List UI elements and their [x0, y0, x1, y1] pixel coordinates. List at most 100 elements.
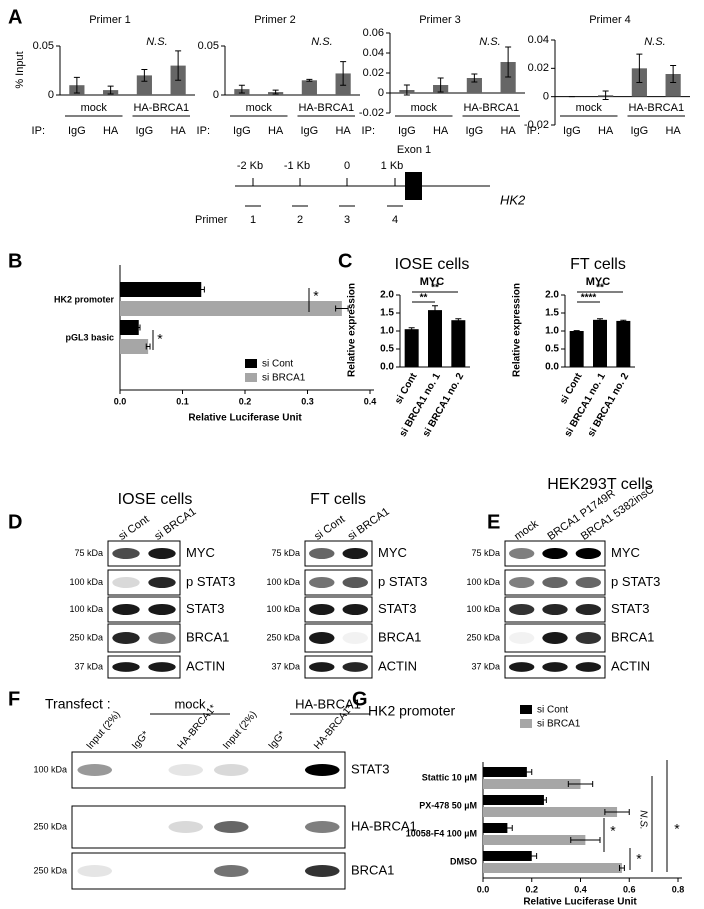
blot-band: [168, 764, 204, 776]
x-tick-label: HA: [335, 125, 351, 137]
protein-label: ACTIN: [378, 658, 417, 673]
bar: [483, 779, 581, 789]
marker-label: 250 kDa: [33, 821, 67, 831]
legend-swatch: [520, 719, 532, 728]
error-bar: [432, 305, 438, 315]
annotation: *: [157, 331, 163, 347]
bar: [483, 795, 544, 805]
chart-title: Primer 2: [254, 14, 296, 26]
y-tick-label: PX-478 50 µM: [419, 800, 477, 810]
blot-title: FT cells: [310, 491, 366, 508]
blot-band: [575, 604, 601, 615]
x-tick-label: HA: [433, 125, 449, 137]
error-bar: [238, 84, 245, 94]
blot-band: [542, 604, 568, 615]
group-label: HA-BRCA1: [298, 102, 354, 114]
blot-band: [342, 548, 368, 559]
blot-band: [309, 632, 335, 644]
y-tick-label: -0.02: [524, 119, 549, 131]
group-label: mock: [576, 102, 603, 114]
annotation: ****: [581, 293, 597, 304]
error-bar: [521, 769, 533, 775]
marker-label: 100 kDa: [69, 577, 103, 587]
bar: [483, 767, 527, 777]
y-tick-label: 0: [543, 91, 549, 103]
exon-label: Exon 1: [397, 144, 431, 156]
blot-band: [112, 577, 140, 588]
x-tick-label: IgG: [136, 125, 154, 137]
x-prefix: IP:: [527, 125, 540, 137]
blot-band: [309, 577, 335, 588]
x-tick-label: HA: [170, 125, 186, 137]
blot-band: [112, 662, 140, 672]
error-bar: [408, 327, 415, 332]
blot-panel: [304, 623, 373, 653]
bar: [466, 78, 482, 93]
y-tick-label: 0: [48, 89, 54, 101]
blot-band: [509, 604, 535, 615]
marker-label: 100 kDa: [266, 604, 300, 614]
marker-label: 75 kDa: [271, 548, 300, 558]
bar: [569, 331, 584, 367]
group-label: HA-BRCA1: [133, 102, 189, 114]
protein-label: STAT3: [611, 601, 650, 616]
protein-label: BRCA1: [186, 629, 229, 644]
error-bar: [471, 73, 478, 83]
error-bar: [502, 825, 513, 831]
x-tick-label: IgG: [398, 125, 416, 137]
x-tick-label: 0.4: [574, 884, 587, 894]
y-tick-label: 0.0: [545, 362, 559, 373]
annotation: *: [313, 288, 319, 304]
bar: [483, 835, 586, 845]
lane-label: IgG*: [130, 729, 151, 751]
protein-label: p STAT3: [611, 574, 660, 589]
lane-label: mock: [512, 518, 541, 543]
error-bar: [541, 797, 547, 803]
blot-band: [575, 632, 601, 644]
legend-label: si Cont: [537, 705, 568, 716]
error-bar: [175, 50, 182, 81]
lane-label: Input (2%): [221, 709, 259, 751]
legend-swatch: [245, 373, 257, 382]
annotation: *: [636, 851, 642, 867]
y-tick-label: 0.04: [363, 47, 384, 59]
error-bar: [620, 319, 627, 323]
blot-band: [575, 548, 601, 559]
x-tick-label: 0.1: [176, 396, 189, 406]
chart-subtitle: MYC: [586, 276, 611, 288]
blot-band: [542, 662, 568, 672]
bar: [593, 319, 607, 367]
blot-band: [342, 632, 368, 644]
error-bar: [107, 85, 114, 95]
error-bar: [526, 853, 538, 859]
x-tick-label: 0.0: [477, 884, 490, 894]
chart-title: Primer 4: [589, 14, 631, 26]
error-bar: [403, 84, 410, 96]
x-tick-label: 0.0: [114, 396, 127, 406]
legend-swatch: [245, 359, 257, 368]
bar: [120, 320, 139, 335]
bar: [136, 75, 152, 95]
lane-label: si Cont: [312, 513, 347, 542]
x-tick-label: 0.2: [525, 884, 538, 894]
y-tick-label: 1.5: [545, 308, 559, 319]
lane-label: si BRCA1: [153, 506, 199, 543]
blot-band: [542, 632, 568, 644]
protein-label: MYC: [378, 545, 407, 560]
annotation: N.S.: [644, 36, 665, 48]
bar: [428, 310, 442, 367]
blot-band: [213, 865, 249, 877]
y-tick-label: 0.06: [363, 27, 384, 39]
annotation: **: [431, 283, 439, 294]
bar: [483, 863, 622, 873]
protein-label: ACTIN: [186, 658, 225, 673]
error-bar: [437, 77, 444, 93]
x-tick-label: IgG: [301, 125, 319, 137]
error-bar: [670, 65, 677, 83]
marker-label: 100 kDa: [266, 577, 300, 587]
y-axis-label: Relative expression: [347, 283, 358, 377]
chart-title: IOSE cells: [395, 256, 470, 273]
primer-label: Primer: [195, 214, 228, 226]
position-label: -2 Kb: [237, 160, 263, 172]
bar: [451, 320, 466, 367]
